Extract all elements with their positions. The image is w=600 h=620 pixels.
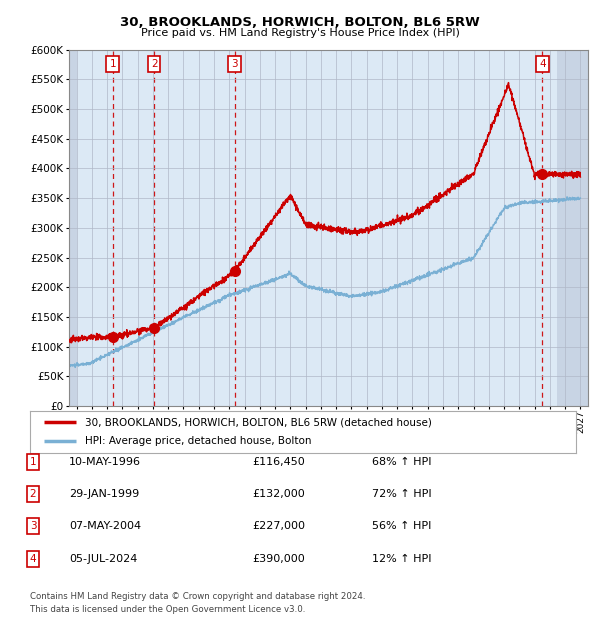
Text: £116,450: £116,450: [252, 457, 305, 467]
Text: 3: 3: [232, 59, 238, 69]
Text: HPI: Average price, detached house, Bolton: HPI: Average price, detached house, Bolt…: [85, 436, 311, 446]
Text: 56% ↑ HPI: 56% ↑ HPI: [372, 521, 431, 531]
Text: 1: 1: [29, 457, 37, 467]
Text: 2: 2: [29, 489, 37, 499]
Text: 30, BROOKLANDS, HORWICH, BOLTON, BL6 5RW: 30, BROOKLANDS, HORWICH, BOLTON, BL6 5RW: [120, 16, 480, 29]
Text: 72% ↑ HPI: 72% ↑ HPI: [372, 489, 431, 499]
Text: £227,000: £227,000: [252, 521, 305, 531]
Text: 10-MAY-1996: 10-MAY-1996: [69, 457, 141, 467]
Text: Price paid vs. HM Land Registry's House Price Index (HPI): Price paid vs. HM Land Registry's House …: [140, 28, 460, 38]
Text: 4: 4: [539, 59, 545, 69]
Text: 29-JAN-1999: 29-JAN-1999: [69, 489, 139, 499]
Text: 68% ↑ HPI: 68% ↑ HPI: [372, 457, 431, 467]
Text: 05-JUL-2024: 05-JUL-2024: [69, 554, 137, 564]
Text: 3: 3: [29, 521, 37, 531]
Text: 1: 1: [109, 59, 116, 69]
Text: £390,000: £390,000: [252, 554, 305, 564]
Text: £132,000: £132,000: [252, 489, 305, 499]
Text: This data is licensed under the Open Government Licence v3.0.: This data is licensed under the Open Gov…: [30, 604, 305, 614]
Text: 07-MAY-2004: 07-MAY-2004: [69, 521, 141, 531]
Text: 4: 4: [29, 554, 37, 564]
Text: 12% ↑ HPI: 12% ↑ HPI: [372, 554, 431, 564]
Text: 30, BROOKLANDS, HORWICH, BOLTON, BL6 5RW (detached house): 30, BROOKLANDS, HORWICH, BOLTON, BL6 5RW…: [85, 417, 431, 427]
Text: Contains HM Land Registry data © Crown copyright and database right 2024.: Contains HM Land Registry data © Crown c…: [30, 592, 365, 601]
Text: 2: 2: [151, 59, 157, 69]
